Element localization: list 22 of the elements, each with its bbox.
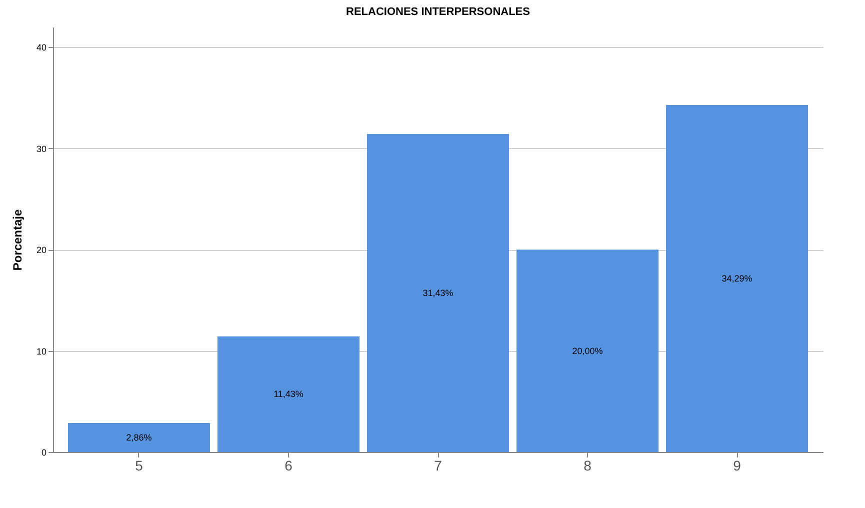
data-label: 2,86% xyxy=(126,432,152,443)
y-tick-label: 20 xyxy=(36,245,46,256)
bar xyxy=(666,105,808,452)
data-label: 20,00% xyxy=(572,346,603,356)
data-label: 31,43% xyxy=(422,288,454,298)
data-label: 34,29% xyxy=(722,274,752,284)
x-tick-label: 6 xyxy=(284,458,293,474)
x-tick-label: 9 xyxy=(733,458,742,474)
bar xyxy=(366,134,510,452)
bar xyxy=(68,423,210,452)
y-tick-label: 0 xyxy=(41,448,46,458)
chart-title: RELACIONES INTERPERSONALES xyxy=(346,6,530,18)
x-tick-label: 8 xyxy=(584,458,592,474)
y-tick-label: 30 xyxy=(36,144,46,154)
y-tick-label: 40 xyxy=(36,42,46,53)
x-tick-label: 5 xyxy=(135,458,144,474)
bar xyxy=(516,250,659,452)
x-tick-label: 7 xyxy=(434,458,442,474)
y-axis-title: Porcentaje xyxy=(10,208,24,271)
y-tick-label: 10 xyxy=(36,346,46,356)
bar xyxy=(217,336,360,452)
data-label: 11,43% xyxy=(274,389,304,400)
